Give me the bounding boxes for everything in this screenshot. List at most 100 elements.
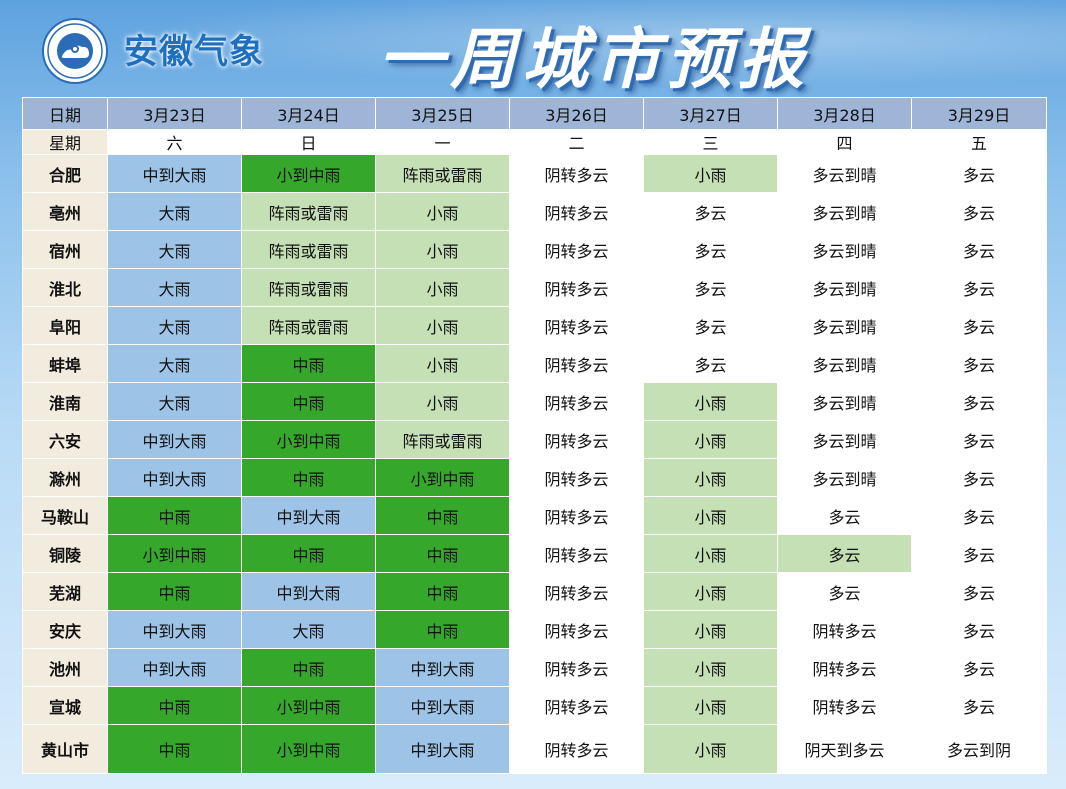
forecast-cell: 多云 [643,306,778,345]
city-name: 池州 [22,648,108,687]
forecast-cell: 小到中雨 [241,420,376,459]
forecast-cell: 中到大雨 [375,686,510,725]
forecast-cell: 中雨 [107,572,242,611]
forecast-cell: 小雨 [643,458,778,497]
anhui-meteorological-bureau-seal-icon [42,18,108,84]
forecast-cell: 中到大雨 [375,648,510,687]
forecast-cell: 多云 [643,230,778,269]
forecast-cell: 大雨 [107,268,242,307]
page-title: 一周城市预报 [378,21,810,98]
forecast-cell: 多云到晴 [777,154,912,193]
forecast-cell: 小雨 [643,724,778,774]
weekday-cell: 二 [509,129,644,155]
weekday-cell: 三 [643,129,778,155]
forecast-cell: 阴转多云 [509,420,644,459]
forecast-cell: 小雨 [643,382,778,421]
forecast-cell: 中雨 [375,534,510,573]
forecast-cell: 多云 [911,534,1047,573]
date-header-cell: 3月28日 [777,97,912,130]
forecast-cell: 大雨 [241,610,376,649]
forecast-body: 合肥 中到大雨 小到中雨 阵雨或雷雨 阴转多云 小雨 多云到晴 多云 亳州 大雨 阵雨或雷雨 小雨 阴转… [22,154,1047,774]
forecast-cell: 小雨 [643,534,778,573]
forecast-cell: 多云 [911,496,1047,535]
city-name: 蚌埠 [22,344,108,383]
city-name: 黄山市 [22,724,108,774]
table-row: 宣城 中雨 小到中雨 中到大雨 阴转多云 小雨 阴转多云 多云 [22,686,1047,725]
forecast-cell: 多云 [911,268,1047,307]
forecast-cell: 中雨 [241,344,376,383]
date-header-cell: 3月23日 [107,97,242,130]
forecast-cell: 中雨 [241,382,376,421]
forecast-cell: 多云 [643,344,778,383]
brand-name: 安徽气象 [124,32,264,72]
table-row: 铜陵 小到中雨 中雨 中雨 阴转多云 小雨 多云 多云 [22,534,1047,573]
forecast-cell: 小雨 [375,344,510,383]
forecast-cell: 小雨 [643,420,778,459]
forecast-cell: 阴天到多云 [777,724,912,774]
city-name: 芜湖 [22,572,108,611]
forecast-cell: 阵雨或雷雨 [375,154,510,193]
forecast-cell: 阴转多云 [509,230,644,269]
city-name: 淮南 [22,382,108,421]
city-name: 滁州 [22,458,108,497]
weekday-row: 星期 六 日 一 二 三 四 五 [22,129,1047,155]
table-row: 马鞍山 中雨 中到大雨 中雨 阴转多云 小雨 多云 多云 [22,496,1047,535]
table-row: 黄山市 中雨 小到中雨 中到大雨 阴转多云 小雨 阴天到多云 多云到阴 [22,724,1047,774]
forecast-cell: 阴转多云 [509,534,644,573]
forecast-cell: 中到大雨 [241,496,376,535]
date-header-cell: 3月27日 [643,97,778,130]
city-name: 铜陵 [22,534,108,573]
forecast-cell: 小雨 [643,610,778,649]
forecast-cell: 阴转多云 [509,344,644,383]
forecast-cell: 小雨 [375,192,510,231]
date-header-cell: 3月26日 [509,97,644,130]
forecast-cell: 多云到晴 [777,344,912,383]
date-header-cell: 3月24日 [241,97,376,130]
forecast-cell: 多云到晴 [777,192,912,231]
forecast-cell: 小雨 [643,496,778,535]
forecast-cell: 中雨 [375,496,510,535]
table-row: 六安 中到大雨 小到中雨 阵雨或雷雨 阴转多云 小雨 多云到晴 多云 [22,420,1047,459]
forecast-cell: 阵雨或雷雨 [241,230,376,269]
forecast-cell: 多云到晴 [777,420,912,459]
forecast-cell: 中雨 [107,496,242,535]
forecast-cell: 大雨 [107,192,242,231]
table-row: 蚌埠 大雨 中雨 小雨 阴转多云 多云 多云到晴 多云 [22,344,1047,383]
forecast-cell: 中到大雨 [241,572,376,611]
forecast-cell: 多云到阴 [911,724,1047,774]
city-name: 淮北 [22,268,108,307]
table-row: 池州 中到大雨 中雨 中到大雨 阴转多云 小雨 阴转多云 多云 [22,648,1047,687]
forecast-cell: 阵雨或雷雨 [241,306,376,345]
forecast-cell: 小雨 [643,686,778,725]
forecast-cell: 多云 [911,610,1047,649]
forecast-cell: 阴转多云 [509,572,644,611]
forecast-cell: 中雨 [241,648,376,687]
forecast-cell: 中到大雨 [107,648,242,687]
table-row: 芜湖 中雨 中到大雨 中雨 阴转多云 小雨 多云 多云 [22,572,1047,611]
table-row: 淮北 大雨 阵雨或雷雨 小雨 阴转多云 多云 多云到晴 多云 [22,268,1047,307]
forecast-cell: 阴转多云 [509,154,644,193]
city-name: 六安 [22,420,108,459]
forecast-cell: 小雨 [643,648,778,687]
forecast-cell: 阴转多云 [509,496,644,535]
forecast-cell: 阴转多云 [509,306,644,345]
forecast-cell: 阴转多云 [509,610,644,649]
forecast-cell: 阴转多云 [509,648,644,687]
table-row: 安庆 中到大雨 大雨 中雨 阴转多云 小雨 阴转多云 多云 [22,610,1047,649]
forecast-cell: 中雨 [107,724,242,774]
forecast-cell: 阴转多云 [777,686,912,725]
forecast-cell: 中雨 [107,686,242,725]
forecast-cell: 多云到晴 [777,306,912,345]
forecast-cell: 多云 [643,268,778,307]
date-header-cell: 3月25日 [375,97,510,130]
table-row: 合肥 中到大雨 小到中雨 阵雨或雷雨 阴转多云 小雨 多云到晴 多云 [22,154,1047,193]
forecast-cell: 多云 [911,686,1047,725]
date-header-label: 日期 [22,97,108,130]
forecast-cell: 中雨 [375,572,510,611]
forecast-cell: 多云到晴 [777,268,912,307]
forecast-cell: 阵雨或雷雨 [241,268,376,307]
forecast-cell: 小到中雨 [241,154,376,193]
forecast-cell: 阴转多云 [509,724,644,774]
forecast-cell: 小雨 [643,154,778,193]
forecast-cell: 大雨 [107,306,242,345]
